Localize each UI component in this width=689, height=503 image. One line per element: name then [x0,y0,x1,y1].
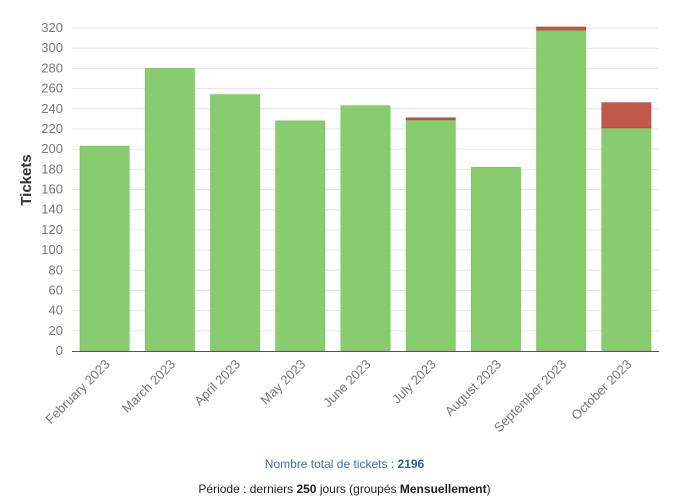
x-tick-label: February 2023 [42,357,112,427]
bar-september-2023-series-2 [536,26,587,31]
bar-june-2023-series-1 [340,105,391,352]
bar-july-2023-series-2 [405,117,456,121]
x-tick-label: May 2023 [257,357,308,408]
period-mid: jours (groupés [319,482,397,496]
period-line: Période : derniers 250 jours (groupés Me… [0,482,689,496]
bar-may-2023-series-1 [275,120,326,352]
y-tick-label: 320 [41,20,63,35]
y-tick-label: 80 [49,262,63,277]
y-axis-title: Tickets [18,154,35,205]
x-tick-label: July 2023 [389,357,439,407]
y-tick-label: 220 [41,121,63,136]
bar-october-2023-series-2 [601,102,652,129]
ticket-bar-chart: 0 20 40 60 80 100 120 140 160 180 200 220 240 260 280 3… [18,20,659,435]
y-tick-label: 140 [41,202,63,217]
y-tick-label: 180 [41,161,63,176]
bars [79,26,652,352]
bar-october-2023-series-1 [601,127,652,352]
bar-august-2023-series-1 [471,166,521,352]
y-tick-label: 60 [49,282,63,297]
x-tick-label: June 2023 [320,357,374,411]
y-tick-label: 0 [56,343,63,358]
bar-september-2023-series-1 [536,29,587,352]
y-tick-label: 160 [41,182,63,197]
x-tick-label: April 2023 [191,357,243,409]
y-tick-label: 240 [41,101,63,116]
x-tick-label: March 2023 [119,357,178,416]
period-days: 250 [296,482,317,496]
y-tick-label: 260 [41,81,63,96]
bar-february-2023-series-1 [79,145,130,352]
total-tickets-value: 2196 [397,457,425,471]
y-tick-label: 300 [41,40,63,55]
period-grouping: Mensuellement [399,482,487,496]
x-tick-label: August 2023 [442,357,504,419]
bar-april-2023-series-1 [210,94,260,352]
y-tick-label: 20 [49,323,63,338]
bar-march-2023-series-1 [144,68,195,352]
y-tick-label: 120 [41,222,63,237]
total-tickets-label: Nombre total de tickets : [264,457,395,471]
period-suffix: ) [486,482,491,496]
total-tickets-line: Nombre total de tickets : 2196 [0,457,689,471]
x-tick-label: October 2023 [568,357,634,423]
y-tick-label: 40 [49,303,63,318]
y-tick-label: 200 [41,141,63,156]
y-tick-label: 100 [41,242,63,257]
y-tick-label: 280 [41,60,63,75]
period-prefix: Période : derniers [198,482,294,496]
bar-july-2023-series-1 [405,119,456,352]
